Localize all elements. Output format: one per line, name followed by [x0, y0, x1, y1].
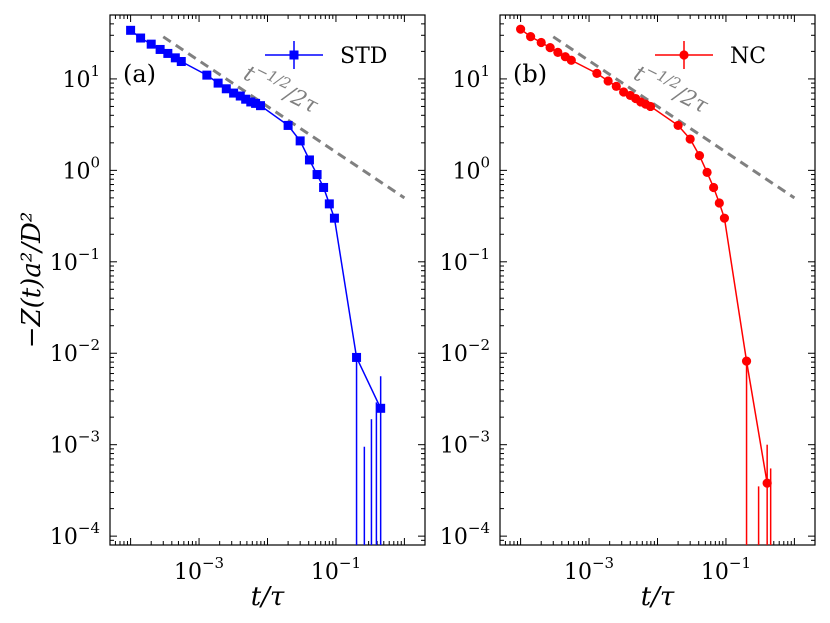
reference-line-label: t−1/2/2τ — [240, 57, 325, 120]
data-point — [221, 84, 231, 94]
y-tick-label: 101 — [62, 62, 100, 93]
y-tick-label: 10−2 — [440, 336, 490, 367]
y-tick-label: 10−2 — [50, 336, 100, 367]
data-point — [645, 101, 656, 112]
panel-label: (b) — [513, 60, 547, 88]
series-std — [126, 25, 386, 545]
data-point — [566, 55, 576, 65]
data-point — [516, 24, 526, 34]
y-tick-label: 10−3 — [50, 428, 100, 459]
data-point — [163, 48, 173, 58]
x-axis-title: t/τ — [641, 582, 675, 612]
legend-marker — [679, 50, 689, 60]
data-point — [295, 136, 305, 146]
data-point — [545, 43, 555, 53]
data-point — [702, 167, 712, 177]
data-point — [255, 101, 265, 111]
data-point — [673, 120, 683, 131]
y-tick-label: 10−4 — [50, 519, 100, 550]
y-tick-label: 100 — [62, 153, 100, 184]
data-point — [719, 213, 730, 223]
legend-label: NC — [730, 44, 766, 69]
data-point — [741, 356, 752, 366]
data-point — [319, 182, 329, 192]
data-point — [251, 98, 261, 108]
y-tick-label: 100 — [452, 153, 490, 184]
plot-frame — [109, 14, 426, 546]
data-point — [170, 53, 180, 63]
data-point — [304, 155, 314, 165]
y-tick-label: 10−3 — [440, 428, 490, 459]
data-point — [324, 199, 334, 209]
data-point — [553, 47, 563, 57]
data-point — [762, 478, 772, 488]
data-point — [126, 25, 136, 35]
chart-panel-a: 10−3 10−1 101 100 10−1 10−2 10−3 10−4 t−1/2/2τ ST… — [50, 14, 426, 612]
data-point — [146, 39, 156, 49]
data-point — [329, 213, 339, 223]
data-point — [202, 70, 212, 80]
data-point — [312, 170, 322, 180]
y-axis-title: −Z(t)a²/D² — [17, 212, 47, 349]
x-tick-label: 10−1 — [311, 554, 361, 585]
reference-line — [162, 35, 406, 200]
data-point — [213, 78, 223, 88]
panel-label: (a) — [123, 60, 156, 88]
data-point — [611, 81, 621, 91]
data-point — [714, 198, 724, 208]
x-axis-title: t/τ — [251, 582, 285, 612]
data-point — [229, 88, 239, 98]
legend-label: STD — [340, 44, 387, 69]
data-point — [708, 182, 719, 193]
data-point — [246, 97, 256, 107]
data-point — [376, 403, 386, 413]
data-point — [603, 76, 613, 86]
y-tick-label: 10−4 — [440, 519, 490, 550]
x-tick-label: 10−3 — [174, 554, 224, 585]
legend-marker — [289, 50, 299, 60]
data-point — [536, 37, 546, 48]
data-point — [685, 134, 695, 144]
data-point — [352, 352, 362, 362]
chart-panel-b: 10−3 10−1 101 100 10−1 10−2 10−3 10−4 t−1/2/2τ NC… — [440, 14, 816, 612]
series-nc — [516, 24, 772, 545]
data-point — [283, 120, 293, 130]
reference-line — [552, 35, 796, 200]
data-point — [136, 33, 146, 43]
x-tick-label: 10−3 — [564, 554, 614, 585]
y-tick-label: 10−1 — [440, 245, 490, 276]
reference-line-label: t−1/2/2τ — [630, 57, 715, 120]
data-point — [694, 151, 705, 161]
y-tick-label: 10−1 — [50, 245, 100, 276]
data-point — [155, 44, 165, 54]
y-tick-label: 101 — [452, 62, 490, 93]
x-tick-label: 10−1 — [701, 554, 751, 585]
data-point — [592, 68, 602, 78]
series-line — [130, 29, 382, 409]
data-point — [526, 32, 536, 42]
data-point — [241, 94, 251, 104]
data-point — [235, 91, 245, 101]
data-point — [176, 57, 186, 67]
